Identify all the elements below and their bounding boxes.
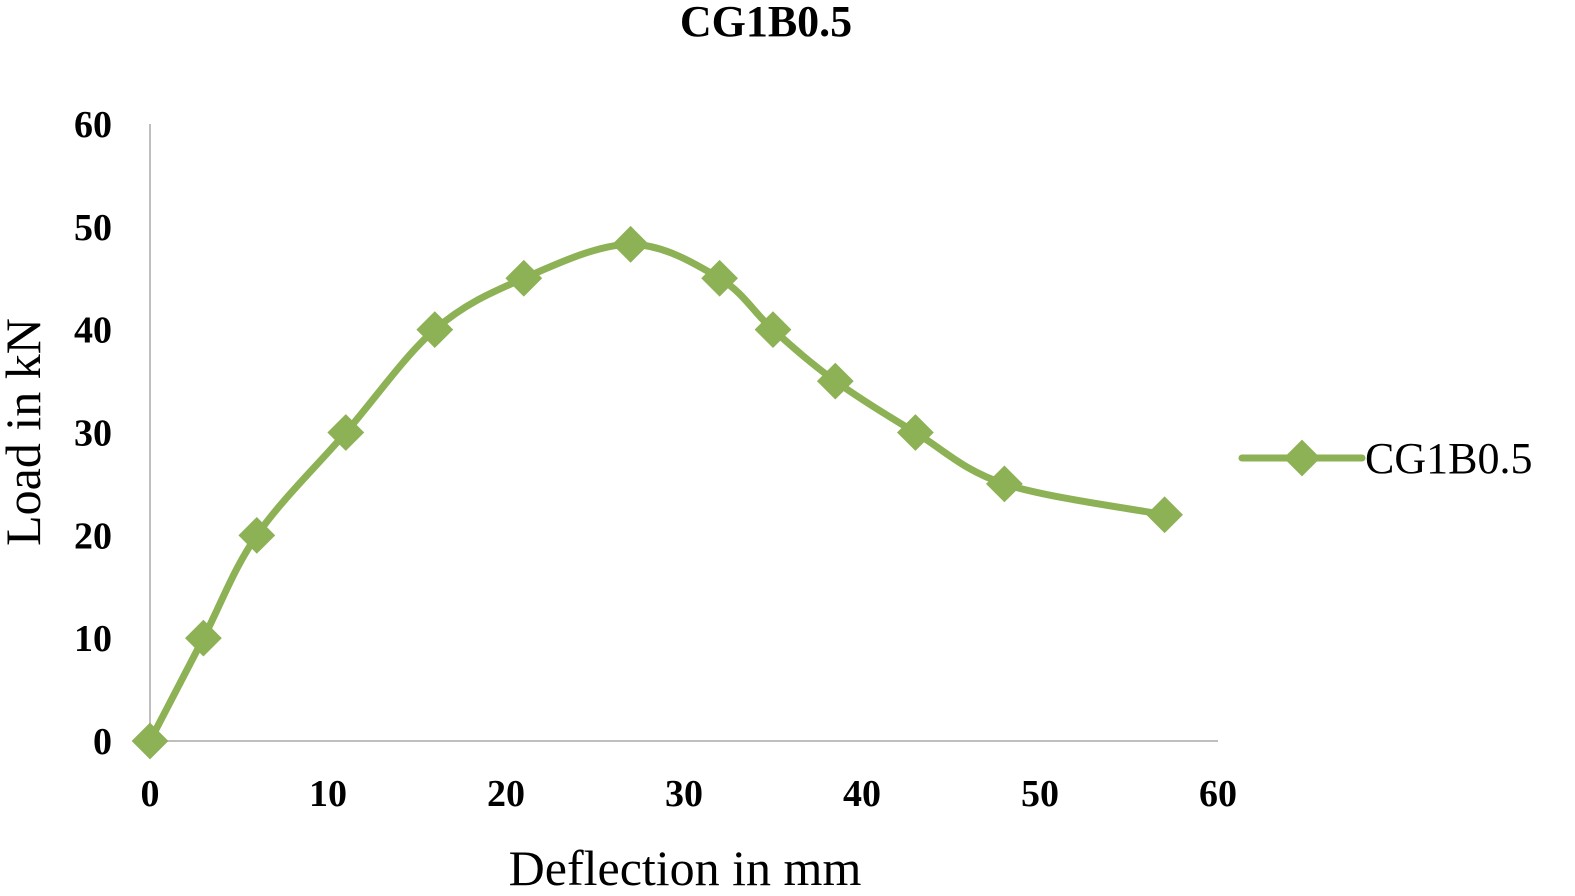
- x-tick-label: 0: [141, 773, 160, 815]
- data-point-marker: [754, 311, 792, 349]
- y-tick-label: 0: [93, 721, 112, 763]
- data-point-marker: [897, 414, 934, 451]
- y-tick-label: 60: [74, 104, 112, 146]
- data-point-marker: [986, 465, 1023, 503]
- y-tick-label: 10: [74, 618, 112, 660]
- x-tick-labels: 0 10 20 30 40 50 60: [141, 773, 1238, 815]
- y-tick-label: 20: [74, 515, 112, 557]
- x-tick-label: 60: [1199, 773, 1237, 815]
- x-tick-label: 20: [487, 773, 525, 815]
- x-axis-label: Deflection in mm: [509, 840, 862, 891]
- data-point-marker: [816, 362, 854, 400]
- x-tick-label: 50: [1021, 773, 1059, 815]
- legend: CG1B0.5: [1238, 434, 1532, 483]
- y-axis-label: Load in kN: [0, 318, 51, 546]
- y-tick-label: 40: [74, 310, 112, 352]
- data-point-marker: [131, 722, 169, 760]
- series-layer: [131, 225, 1183, 760]
- data-point-marker: [416, 311, 454, 349]
- x-tick-label: 30: [665, 773, 703, 815]
- y-tick-label: 50: [74, 207, 112, 249]
- x-tick-label: 10: [309, 773, 347, 815]
- data-point-marker: [185, 619, 222, 657]
- axes: [149, 124, 1218, 742]
- data-point-marker: [701, 259, 738, 297]
- legend-series-label: CG1B0.5: [1365, 434, 1532, 483]
- data-point-marker: [1146, 496, 1183, 534]
- x-tick-label: 40: [843, 773, 881, 815]
- data-point-marker: [238, 516, 276, 554]
- data-point-marker: [327, 414, 365, 451]
- data-point-marker: [505, 259, 543, 297]
- legend-diamond-marker: [1283, 439, 1321, 477]
- data-point-marker: [612, 225, 649, 263]
- y-tick-label: 30: [74, 413, 112, 455]
- chart-title: CG1B0.5: [680, 0, 852, 46]
- y-tick-labels: 0 10 20 30 40 50 60: [74, 104, 112, 763]
